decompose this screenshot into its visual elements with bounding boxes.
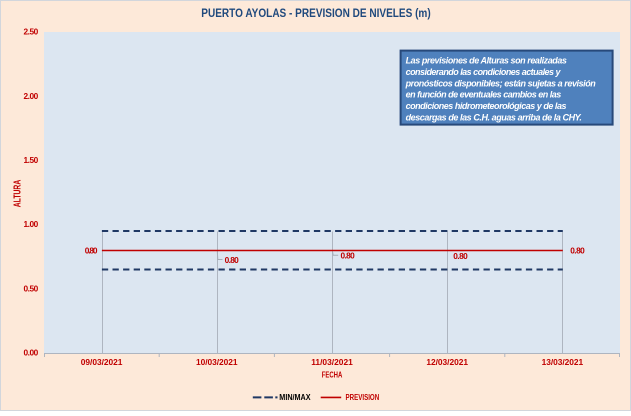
svg-text:Las previsiones de Alturas son: Las previsiones de Alturas son realizada… — [406, 56, 567, 66]
svg-text:2.00: 2.00 — [24, 91, 39, 101]
svg-text:0.80: 0.80 — [225, 255, 240, 265]
svg-text:en función de eventuales cambi: en función de eventuales cambios en las — [406, 90, 562, 100]
svg-text:FECHA: FECHA — [322, 370, 343, 379]
svg-text:ALTURA: ALTURA — [13, 180, 24, 208]
svg-text:1.00: 1.00 — [24, 219, 39, 229]
svg-text:11/03/2021: 11/03/2021 — [311, 357, 353, 367]
svg-text:0.80: 0.80 — [85, 246, 98, 256]
svg-text:considerando las condiciones a: considerando las condiciones actuales y — [406, 67, 562, 77]
svg-text:0.50: 0.50 — [24, 283, 39, 293]
svg-text:13/03/2021: 13/03/2021 — [542, 357, 584, 367]
svg-text:condiciones hidrometeorológica: condiciones hidrometeorológicas y de las — [406, 101, 567, 111]
svg-text:10/03/2021: 10/03/2021 — [196, 357, 238, 367]
svg-text:PREVISION: PREVISION — [346, 392, 380, 402]
svg-text:pronósticos disponibles; está: pronósticos disponibles; están sujetas a… — [405, 78, 597, 88]
svg-text:0.80: 0.80 — [453, 251, 468, 261]
svg-text:0.80: 0.80 — [341, 251, 356, 261]
svg-text:PUERTO AYOLAS - PREVISION DE N: PUERTO AYOLAS - PREVISION DE NIVELES (m) — [201, 8, 431, 20]
svg-text:0.80: 0.80 — [570, 245, 585, 255]
svg-text:descargas de las C.H. aguas a: descargas de las C.H. aguas arriba de la… — [406, 112, 582, 122]
svg-text:2.50: 2.50 — [24, 27, 39, 37]
svg-text:12/03/2021: 12/03/2021 — [426, 357, 468, 367]
svg-text:0.00: 0.00 — [24, 348, 39, 358]
svg-text:1.50: 1.50 — [24, 155, 39, 165]
svg-text:MIN/MAX: MIN/MAX — [279, 392, 311, 402]
svg-text:09/03/2021: 09/03/2021 — [81, 357, 123, 367]
